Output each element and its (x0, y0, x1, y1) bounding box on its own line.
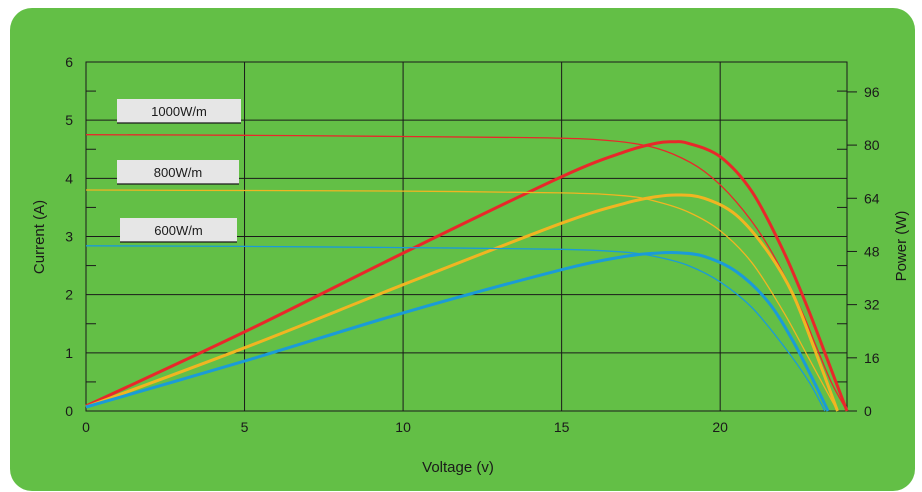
legend-label: 1000W/m (151, 104, 207, 119)
y-tick-label: 6 (65, 54, 73, 70)
y2-tick-label: 32 (864, 297, 880, 313)
y2-tick-label: 16 (864, 350, 880, 366)
y-tick-label: 4 (65, 170, 73, 186)
y-tick-label: 5 (65, 112, 73, 128)
legend-box (120, 218, 237, 242)
y2-tick-label: 80 (864, 137, 880, 153)
x-axis-title: Voltage (v) (422, 459, 494, 476)
legend-label: 600W/m (154, 223, 202, 238)
power-curve (85, 250, 830, 412)
y2-axis-title: Power (W) (893, 211, 910, 282)
y2-tick-label: 96 (864, 84, 880, 100)
power-curve (85, 140, 849, 412)
y2-tick-label: 0 (864, 403, 872, 419)
y-axis-title: Current (A) (31, 200, 48, 274)
current-curve (85, 245, 826, 412)
x-tick-label: 20 (712, 419, 728, 435)
x-tick-label: 15 (554, 419, 570, 435)
legend-label: 800W/m (154, 165, 202, 180)
y-tick-label: 0 (65, 403, 73, 419)
current-curve (85, 134, 848, 412)
legend-box (117, 99, 241, 123)
current-curve (85, 189, 839, 412)
y2-tick-label: 48 (864, 243, 880, 259)
y-tick-label: 3 (65, 229, 73, 245)
y-tick-label: 1 (65, 345, 73, 361)
legend: 1000W/m 800W/m 600W/m (117, 99, 241, 243)
x-tick-label: 0 (82, 419, 90, 435)
tick-labels: 0 5 10 15 20 0 1 2 3 4 5 6 0 16 32 48 64 80 96 (65, 54, 880, 435)
y-tick-label: 2 (65, 287, 73, 303)
power-curve (85, 193, 839, 412)
x-tick-label: 10 (395, 419, 411, 435)
chart-curves (85, 134, 849, 412)
y2-tick-label: 64 (864, 190, 880, 206)
legend-box (117, 160, 239, 184)
x-tick-label: 5 (241, 419, 249, 435)
